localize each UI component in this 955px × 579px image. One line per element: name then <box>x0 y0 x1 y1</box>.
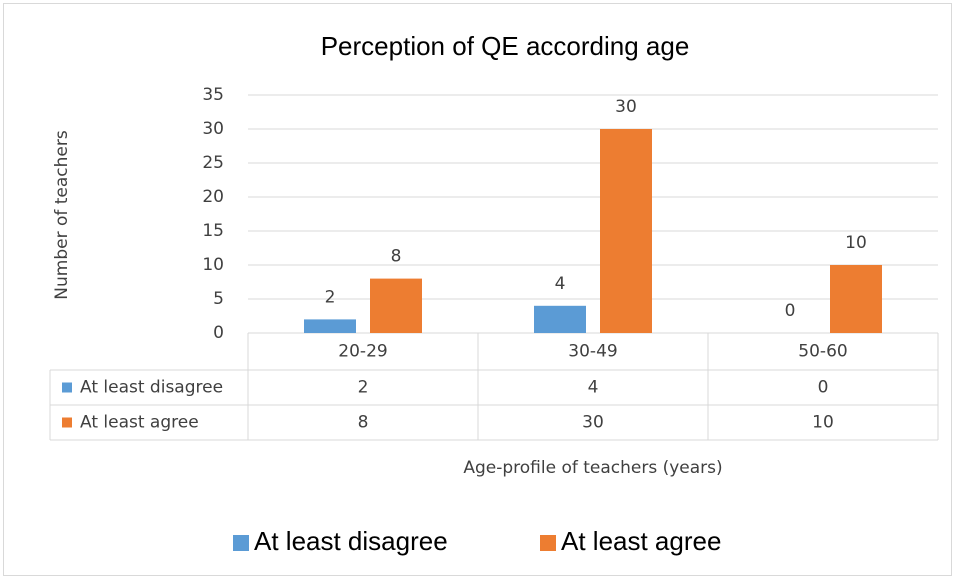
bar <box>600 129 652 333</box>
data-label: 8 <box>391 247 402 267</box>
legend-label: At least agree <box>561 526 721 556</box>
table-value: 10 <box>812 413 834 433</box>
data-label: 2 <box>325 287 336 307</box>
y-tick-label: 15 <box>202 221 224 241</box>
bar <box>304 319 356 333</box>
y-tick-label: 0 <box>213 323 224 343</box>
y-axis-label: Number of teachers <box>52 130 72 300</box>
chart-title: Perception of QE according age <box>321 31 690 61</box>
bar <box>830 265 882 333</box>
table-row-label: At least agree <box>80 413 199 433</box>
table-value: 30 <box>582 413 604 433</box>
y-tick-label: 20 <box>202 187 224 207</box>
table-row-label: At least disagree <box>80 378 223 398</box>
bar <box>370 278 422 333</box>
data-label: 10 <box>845 233 867 253</box>
table-value: 4 <box>588 378 599 398</box>
y-tick-label: 30 <box>202 119 224 139</box>
table-value: 0 <box>818 378 829 398</box>
data-label: 0 <box>785 301 796 321</box>
table-value: 8 <box>358 413 369 433</box>
y-tick-label: 5 <box>213 289 224 309</box>
legend-key <box>540 535 556 551</box>
x-tick-label: 30-49 <box>568 342 617 362</box>
table-legend-key <box>62 382 72 393</box>
legend-label: At least disagree <box>254 526 448 556</box>
x-tick-label: 20-29 <box>338 342 387 362</box>
legend-key <box>233 535 249 551</box>
bar <box>534 305 586 333</box>
y-tick-label: 25 <box>202 153 224 173</box>
x-tick-label: 50-60 <box>798 342 847 362</box>
x-axis-label: Age-profile of teachers (years) <box>463 458 722 478</box>
table-value: 2 <box>358 378 369 398</box>
data-label: 30 <box>615 97 637 117</box>
chart-border <box>3 3 952 576</box>
y-tick-label: 10 <box>202 255 224 275</box>
y-tick-label: 35 <box>202 85 224 105</box>
data-label: 4 <box>555 274 566 294</box>
table-legend-key <box>62 417 72 428</box>
